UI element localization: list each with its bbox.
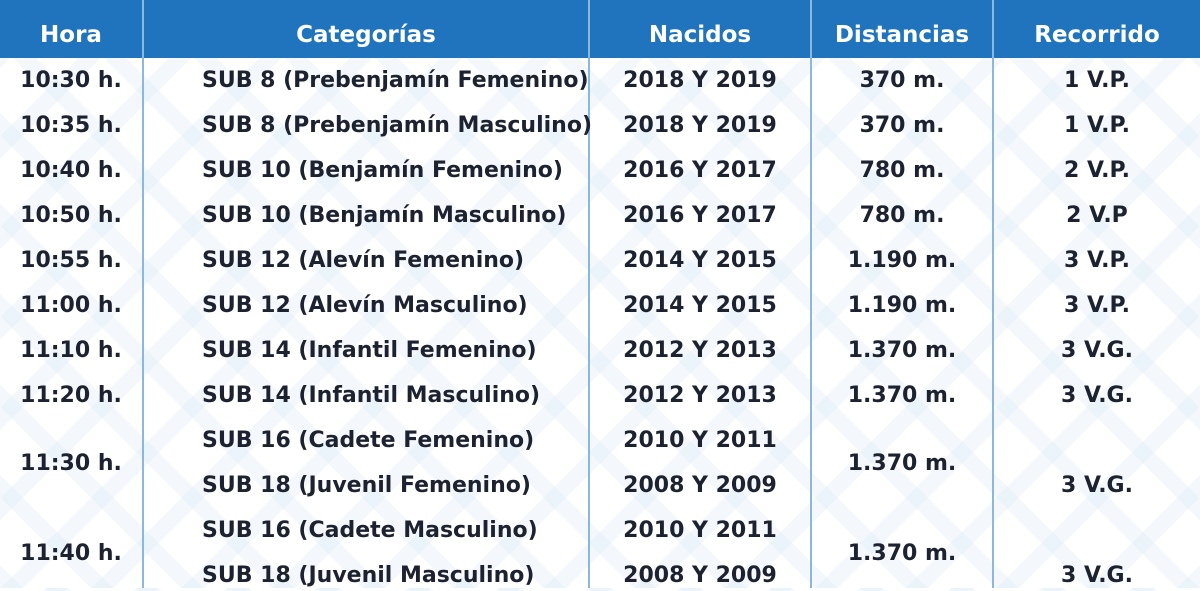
categoria-cell: SUB 8 (Prebenjamín Masculino): [202, 113, 593, 138]
distancia-cell: 1.190 m.: [847, 248, 957, 273]
column-divider: [142, 0, 144, 588]
header-nacidos: Nacidos: [648, 22, 752, 48]
hora-cell: 10:55 h.: [20, 248, 122, 273]
categoria-cell: SUB 18 (Juvenil Femenino): [202, 473, 531, 498]
categoria-cell: SUB 12 (Alevín Femenino): [202, 248, 525, 273]
distancia-cell: 1.370 m.: [847, 338, 957, 363]
hora-cell: 10:50 h.: [20, 203, 122, 228]
recorrido-cell: 2 V.P: [1066, 203, 1128, 228]
table-header: Hora Categorías Nacidos Distancias Recor…: [0, 0, 1200, 58]
distancia-cell: 1.190 m.: [847, 293, 957, 318]
categoria-cell: SUB 14 (Infantil Femenino): [202, 338, 537, 363]
distancia-cell: 1.370 m.: [847, 451, 957, 476]
hora-cell: 10:40 h.: [20, 158, 122, 183]
distancia-cell: 1.370 m.: [847, 541, 957, 566]
hora-cell: 11:10 h.: [20, 338, 122, 363]
nacidos-cell: 2018 Y 2019: [623, 113, 777, 138]
header-distancias: Distancias: [834, 22, 970, 48]
hora-cell: 10:35 h.: [20, 113, 122, 138]
nacidos-cell: 2014 Y 2015: [623, 248, 777, 273]
distancia-cell: 780 m.: [859, 158, 945, 183]
distancia-cell: 780 m.: [859, 203, 945, 228]
hora-cell: 10:30 h.: [20, 68, 122, 93]
nacidos-cell: 2016 Y 2017: [623, 203, 777, 228]
column-divider: [992, 0, 994, 588]
nacidos-cell: 2016 Y 2017: [623, 158, 777, 183]
recorrido-cell: 1 V.P.: [1064, 113, 1130, 138]
categoria-cell: SUB 18 (Juvenil Masculino): [202, 563, 535, 588]
categoria-cell: SUB 10 (Benjamín Masculino): [202, 203, 567, 228]
nacidos-cell: 2012 Y 2013: [623, 383, 777, 408]
nacidos-cell: 2012 Y 2013: [623, 338, 777, 363]
recorrido-cell: 3 V.G.: [1061, 563, 1133, 588]
column-divider: [588, 0, 590, 588]
nacidos-cell: 2008 Y 2009: [623, 563, 777, 588]
recorrido-cell: 2 V.P.: [1064, 158, 1130, 183]
hora-cell: 11:00 h.: [20, 293, 122, 318]
column-divider: [810, 0, 812, 588]
nacidos-cell: 2010 Y 2011: [623, 428, 777, 453]
hora-cell: 11:30 h.: [20, 451, 122, 476]
nacidos-cell: 2010 Y 2011: [623, 518, 777, 543]
recorrido-cell: 3 V.P.: [1064, 293, 1130, 318]
recorrido-cell: 1 V.P.: [1064, 68, 1130, 93]
categoria-cell: SUB 10 (Benjamín Femenino): [202, 158, 563, 183]
distancia-cell: 370 m.: [859, 113, 945, 138]
categoria-cell: SUB 12 (Alevín Masculino): [202, 293, 528, 318]
nacidos-cell: 2018 Y 2019: [623, 68, 777, 93]
hora-cell: 11:40 h.: [20, 541, 122, 566]
recorrido-cell: 3 V.G.: [1061, 338, 1133, 363]
nacidos-cell: 2014 Y 2015: [623, 293, 777, 318]
header-recorrido: Recorrido: [1034, 22, 1160, 48]
nacidos-cell: 2008 Y 2009: [623, 473, 777, 498]
recorrido-cell: 3 V.G.: [1061, 473, 1133, 498]
distancia-cell: 370 m.: [859, 68, 945, 93]
categoria-cell: SUB 16 (Cadete Masculino): [202, 518, 538, 543]
categoria-cell: SUB 8 (Prebenjamín Femenino): [202, 68, 589, 93]
hora-cell: 11:20 h.: [20, 383, 122, 408]
categoria-cell: SUB 16 (Cadete Femenino): [202, 428, 535, 453]
header-hora: Hora: [40, 22, 102, 48]
recorrido-cell: 3 V.G.: [1061, 383, 1133, 408]
categoria-cell: SUB 14 (Infantil Masculino): [202, 383, 541, 408]
header-categorias: Categorías: [296, 22, 436, 48]
recorrido-cell: 3 V.P.: [1064, 248, 1130, 273]
distancia-cell: 1.370 m.: [847, 383, 957, 408]
